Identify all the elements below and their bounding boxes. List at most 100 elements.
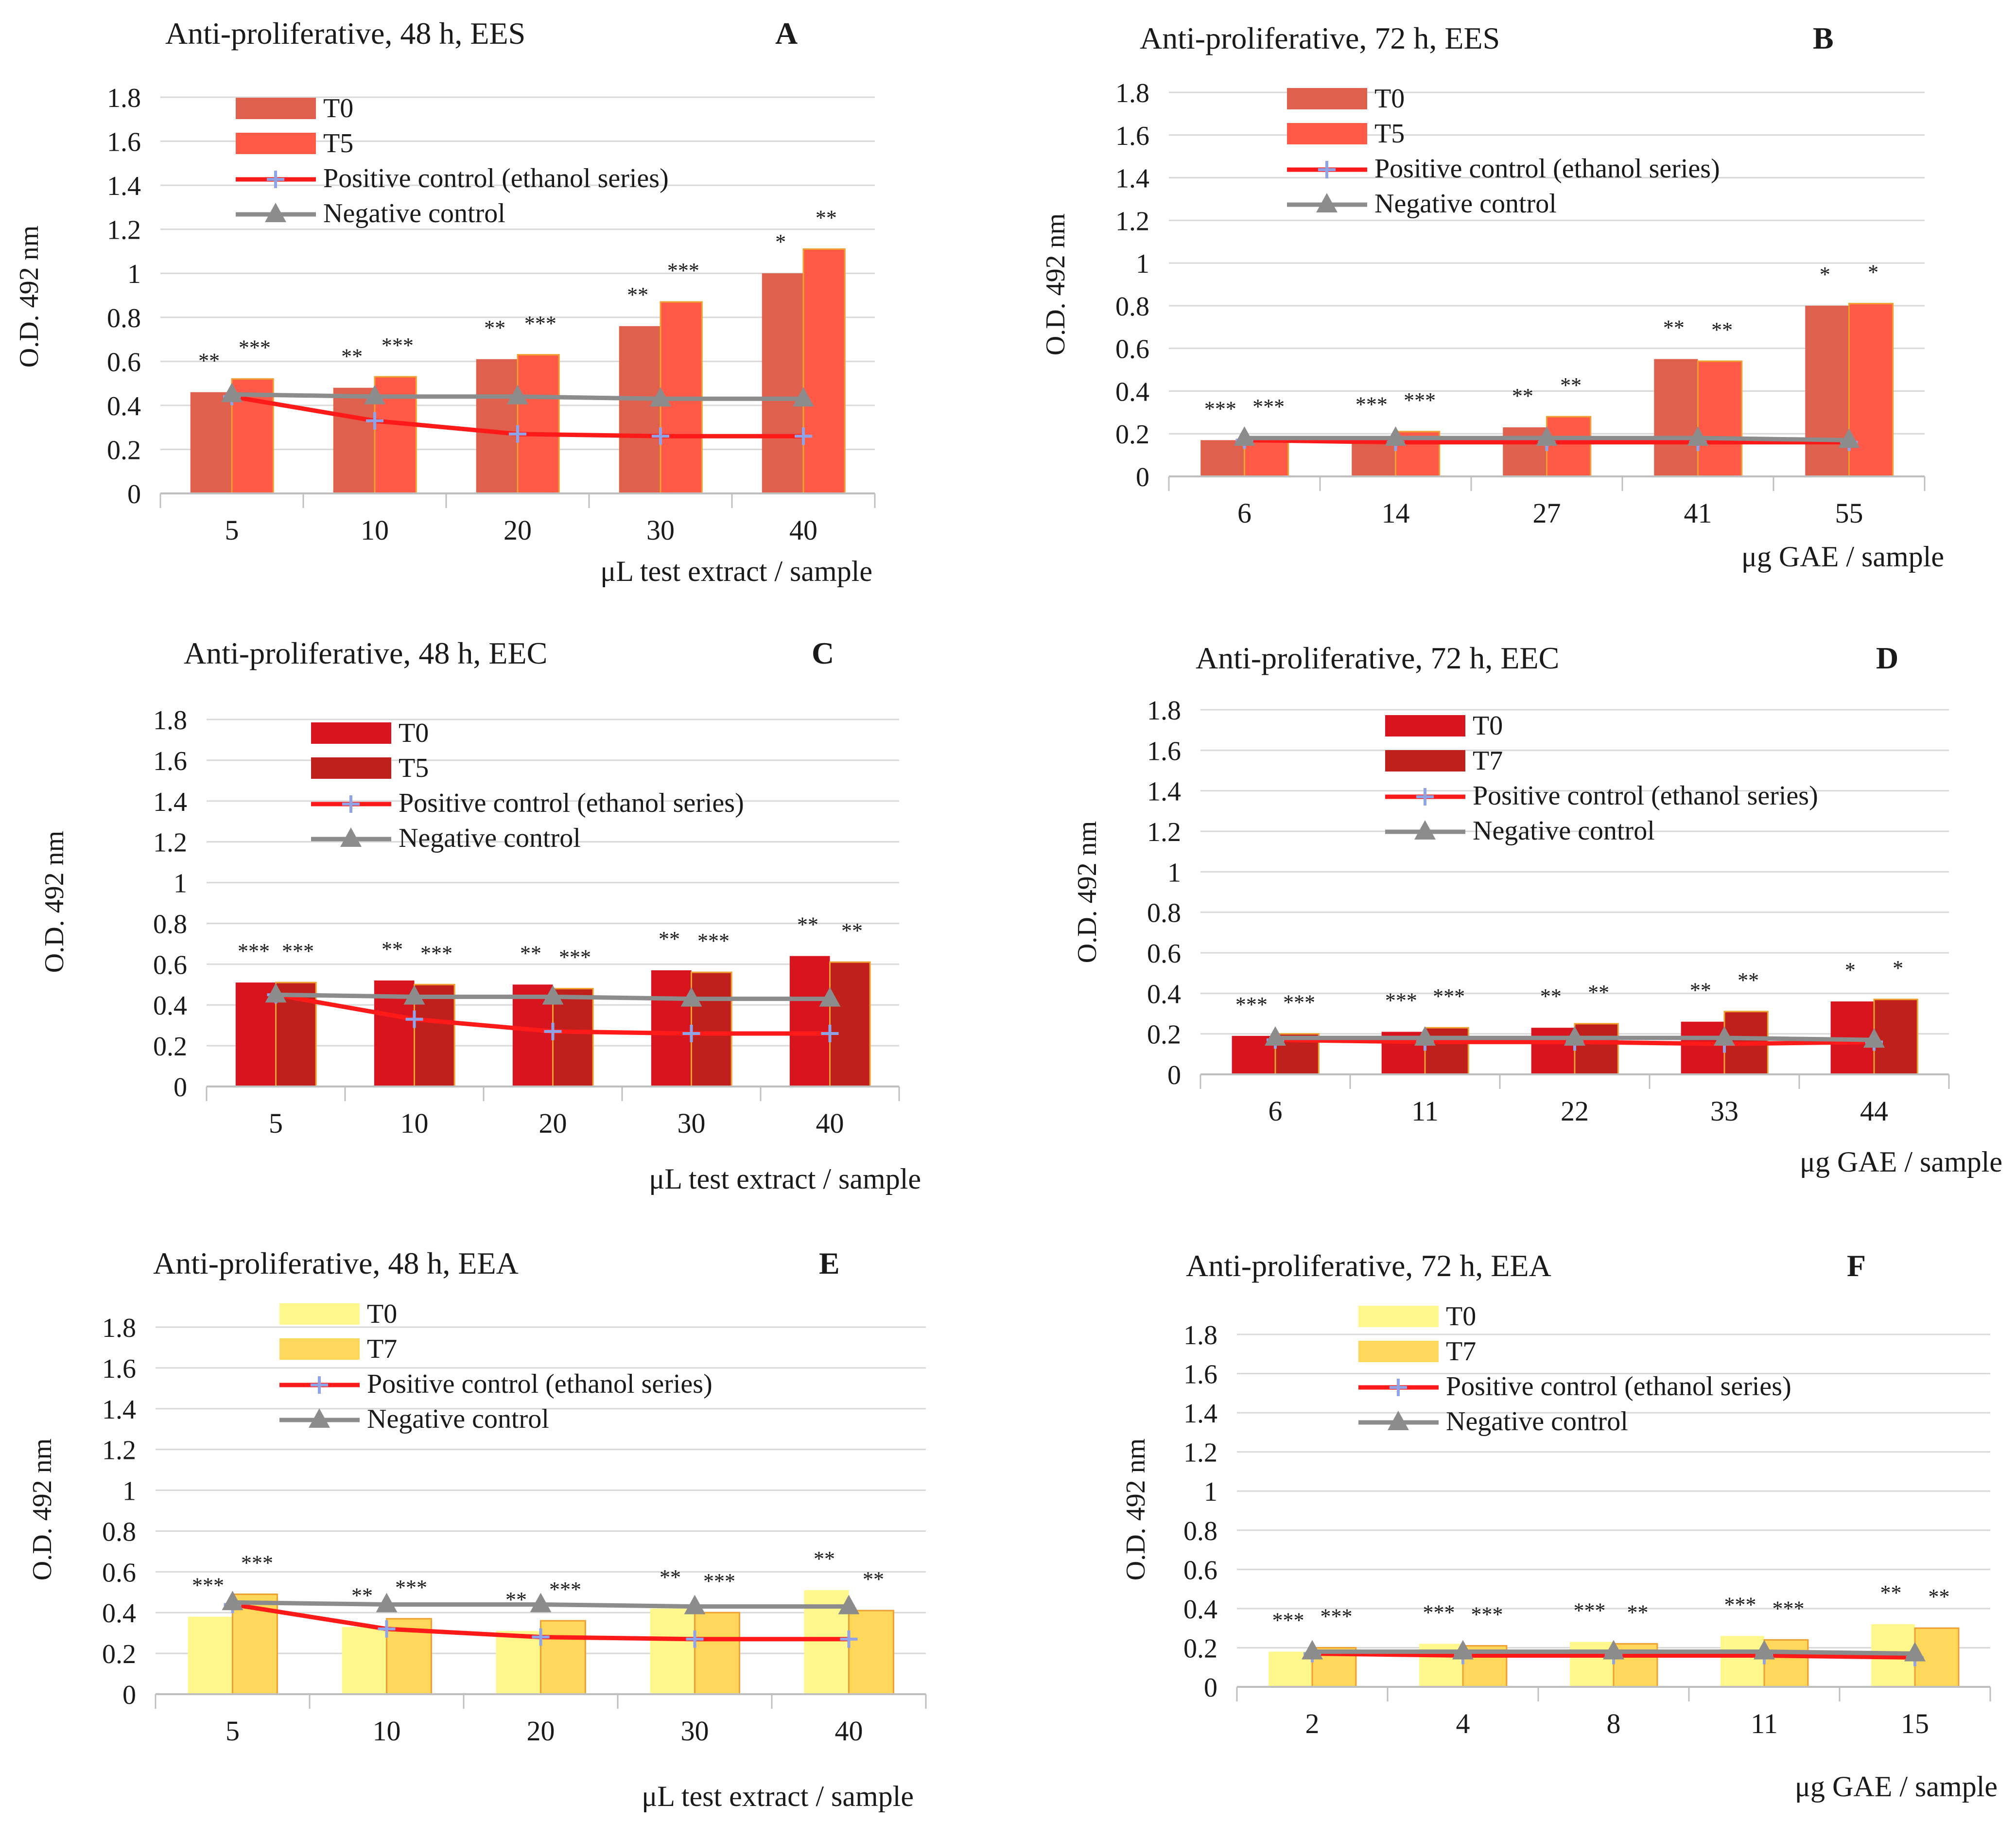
panel-letter: A <box>775 16 798 51</box>
positive-control-point <box>840 1630 858 1648</box>
negative-control-point <box>530 1593 552 1613</box>
y-tick-label: 0.2 <box>1183 1633 1217 1664</box>
significance-label: ** <box>198 349 220 373</box>
y-tick-label: 0.2 <box>107 435 141 465</box>
x-tick-label: 22 <box>1561 1095 1589 1127</box>
x-tick-label: 27 <box>1533 497 1561 529</box>
legend-marker-plus <box>1390 1379 1407 1396</box>
bar-t0-20 <box>496 1630 541 1694</box>
legend-label: T5 <box>323 128 353 158</box>
significance-label: *** <box>1423 1600 1455 1624</box>
significance-label: ** <box>1627 1600 1648 1624</box>
legend-marker-triangle <box>1388 1411 1409 1430</box>
y-tick-label: 1.4 <box>153 787 187 817</box>
bar-t0-5 <box>188 1616 233 1694</box>
chart-title: Anti-proliferative, 72 h, EEC <box>1196 641 1559 675</box>
significance-label: ** <box>1738 968 1759 992</box>
significance-label: *** <box>282 939 314 963</box>
y-tick-label: 0.2 <box>102 1639 136 1669</box>
y-tick-label: 1.2 <box>1183 1438 1217 1468</box>
significance-label: ** <box>341 345 363 368</box>
negative-control-point <box>265 983 287 1003</box>
y-tick-label: 1.2 <box>153 828 187 858</box>
y-tick-label: 0.8 <box>1115 292 1149 322</box>
y-tick-label: 1 <box>127 259 141 289</box>
significance-label: *** <box>1235 993 1268 1017</box>
bar-t0-27 <box>1503 427 1547 476</box>
bar-t7-20 <box>540 1620 586 1695</box>
x-tick-label: 10 <box>400 1107 429 1139</box>
negative-control-point <box>1687 426 1709 446</box>
y-tick-label: 1.2 <box>1115 206 1149 236</box>
y-tick-label: 1.6 <box>1147 736 1181 766</box>
negative-control-point <box>1234 426 1255 446</box>
y-tick-label: 0.8 <box>1183 1516 1217 1546</box>
bar-t5-27 <box>1546 416 1592 477</box>
bar-t0-33 <box>1681 1021 1724 1074</box>
significance-label: ** <box>1512 384 1533 408</box>
panel-letter: C <box>812 636 834 670</box>
bar-t0-30 <box>650 1608 695 1694</box>
negative-control-point <box>1414 1026 1436 1046</box>
y-tick-label: 0.6 <box>153 950 187 980</box>
y-tick-label: 0.4 <box>153 991 187 1021</box>
x-tick-label: 44 <box>1860 1095 1888 1127</box>
bar-t5-20 <box>552 988 594 1087</box>
legend-marker-triangle <box>1414 820 1436 840</box>
legend-swatch-t0 <box>1287 88 1367 109</box>
y-tick-label: 0 <box>1167 1060 1181 1090</box>
significance-label: *** <box>1574 1598 1606 1622</box>
y-tick-label: 1.4 <box>1115 164 1149 194</box>
x-tick-label: 30 <box>646 514 675 546</box>
legend-marker-triangle <box>340 827 362 847</box>
bar-t0-30 <box>619 326 660 493</box>
x-tick-label: 6 <box>1269 1095 1283 1127</box>
legend-swatch-t7 <box>1385 750 1465 771</box>
legend-label: Negative control <box>1446 1406 1628 1437</box>
significance-label: *** <box>1772 1596 1804 1620</box>
y-axis-label: O.D. 492 nm <box>1121 1438 1151 1580</box>
significance-label: ** <box>1663 316 1685 340</box>
negative-control-point <box>793 387 814 407</box>
significance-label: ** <box>1588 981 1609 1004</box>
legend-marker-plus <box>311 1376 328 1394</box>
negative-control-point <box>650 387 671 407</box>
x-tick-label: 5 <box>269 1107 283 1139</box>
legend-label: Positive control (ethanol series) <box>1446 1371 1791 1402</box>
legend-label: T5 <box>399 753 429 783</box>
negative-control-point <box>507 385 528 404</box>
significance-label: ** <box>627 283 648 307</box>
y-axis-label: O.D. 492 nm <box>39 831 70 973</box>
y-tick-label: 1.6 <box>153 746 187 776</box>
x-axis-label: μL test extract / sample <box>642 1780 914 1812</box>
negative-control-point <box>376 1593 398 1613</box>
y-tick-label: 0.8 <box>107 303 141 333</box>
panel-letter: E <box>819 1246 840 1280</box>
negative-control-point <box>1302 1640 1323 1660</box>
y-tick-label: 0 <box>1136 462 1149 492</box>
y-tick-label: 0.2 <box>1115 420 1149 450</box>
y-tick-label: 1.8 <box>1147 696 1181 726</box>
bar-t0-55 <box>1805 305 1849 476</box>
significance-label: ** <box>520 941 541 965</box>
x-tick-label: 8 <box>1607 1708 1621 1739</box>
y-axis-label: O.D. 492 nm <box>27 1438 57 1580</box>
bar-t7-40 <box>848 1610 894 1695</box>
y-tick-label: 0.8 <box>153 909 187 939</box>
legend-marker-plus <box>1318 161 1336 178</box>
legend-label: T0 <box>1473 711 1503 741</box>
significance-label: *** <box>395 1576 427 1599</box>
significance-label: ** <box>505 1588 527 1612</box>
significance-label: *** <box>667 259 699 282</box>
bar-t0-20 <box>476 359 518 493</box>
x-tick-label: 5 <box>225 514 239 546</box>
negative-control-point <box>1904 1642 1926 1662</box>
legend-label: T7 <box>367 1334 397 1364</box>
significance-label: * <box>1820 263 1830 286</box>
panel-letter: D <box>1876 641 1898 675</box>
negative-control-point <box>364 385 385 404</box>
positive-control-point <box>795 427 812 445</box>
y-tick-label: 0.4 <box>1147 979 1181 1009</box>
y-tick-label: 1.4 <box>1147 777 1181 807</box>
legend-swatch-t0 <box>1385 715 1465 736</box>
